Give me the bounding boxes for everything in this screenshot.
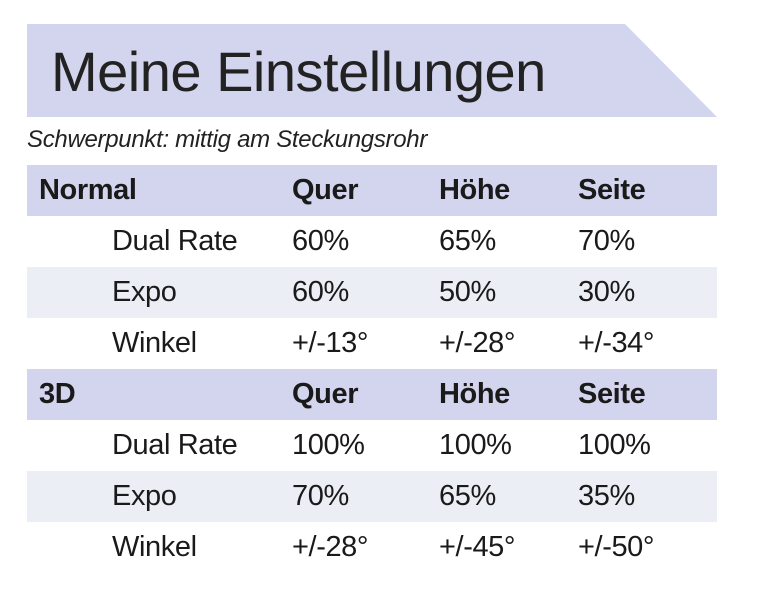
- value-seite: 70%: [578, 225, 635, 257]
- value-hoehe: 50%: [439, 276, 496, 308]
- page-title: Meine Einstellungen: [51, 40, 546, 103]
- value-hoehe: +/-45°: [439, 531, 516, 563]
- value-hoehe: +/-28°: [439, 327, 516, 359]
- column-header-quer: Quer: [292, 378, 359, 410]
- row-label: Winkel: [112, 531, 197, 563]
- title-banner: [27, 24, 717, 117]
- column-header-seite: Seite: [578, 174, 646, 206]
- section-header-normal: Normal Quer Höhe Seite: [27, 165, 717, 216]
- value-seite: 30%: [578, 276, 635, 308]
- row-label: Dual Rate: [112, 429, 238, 461]
- column-header-quer: Quer: [292, 174, 359, 206]
- value-quer: +/-13°: [292, 327, 369, 359]
- table-row: Expo 60% 50% 30%: [27, 267, 717, 318]
- value-quer: +/-28°: [292, 531, 369, 563]
- row-label: Winkel: [112, 327, 197, 359]
- section-label: Normal: [39, 174, 137, 206]
- column-header-hoehe: Höhe: [439, 378, 510, 410]
- value-quer: 100%: [292, 429, 365, 461]
- column-header-seite: Seite: [578, 378, 646, 410]
- value-quer: 60%: [292, 225, 349, 257]
- value-quer: 60%: [292, 276, 349, 308]
- table-row: Expo 70% 65% 35%: [27, 471, 717, 522]
- row-label: Dual Rate: [112, 225, 238, 257]
- value-seite: +/-34°: [578, 327, 655, 359]
- settings-table: Normal Quer Höhe Seite Dual Rate 60% 65%…: [27, 165, 717, 573]
- table-row: Dual Rate 60% 65% 70%: [27, 216, 717, 267]
- value-quer: 70%: [292, 480, 349, 512]
- value-hoehe: 65%: [439, 480, 496, 512]
- section-header-3d: 3D Quer Höhe Seite: [27, 369, 717, 420]
- section-label: 3D: [39, 378, 76, 410]
- table-row: Dual Rate 100% 100% 100%: [27, 420, 717, 471]
- column-header-hoehe: Höhe: [439, 174, 510, 206]
- table-row: Winkel +/-13° +/-28° +/-34°: [27, 318, 717, 369]
- value-hoehe: 100%: [439, 429, 512, 461]
- value-seite: 100%: [578, 429, 651, 461]
- value-seite: 35%: [578, 480, 635, 512]
- value-seite: +/-50°: [578, 531, 655, 563]
- value-hoehe: 65%: [439, 225, 496, 257]
- table-row: Winkel +/-28° +/-45° +/-50°: [27, 522, 717, 573]
- row-label: Expo: [112, 276, 177, 308]
- subtitle: Schwerpunkt: mittig am Steckungsrohr: [27, 126, 428, 153]
- row-label: Expo: [112, 480, 177, 512]
